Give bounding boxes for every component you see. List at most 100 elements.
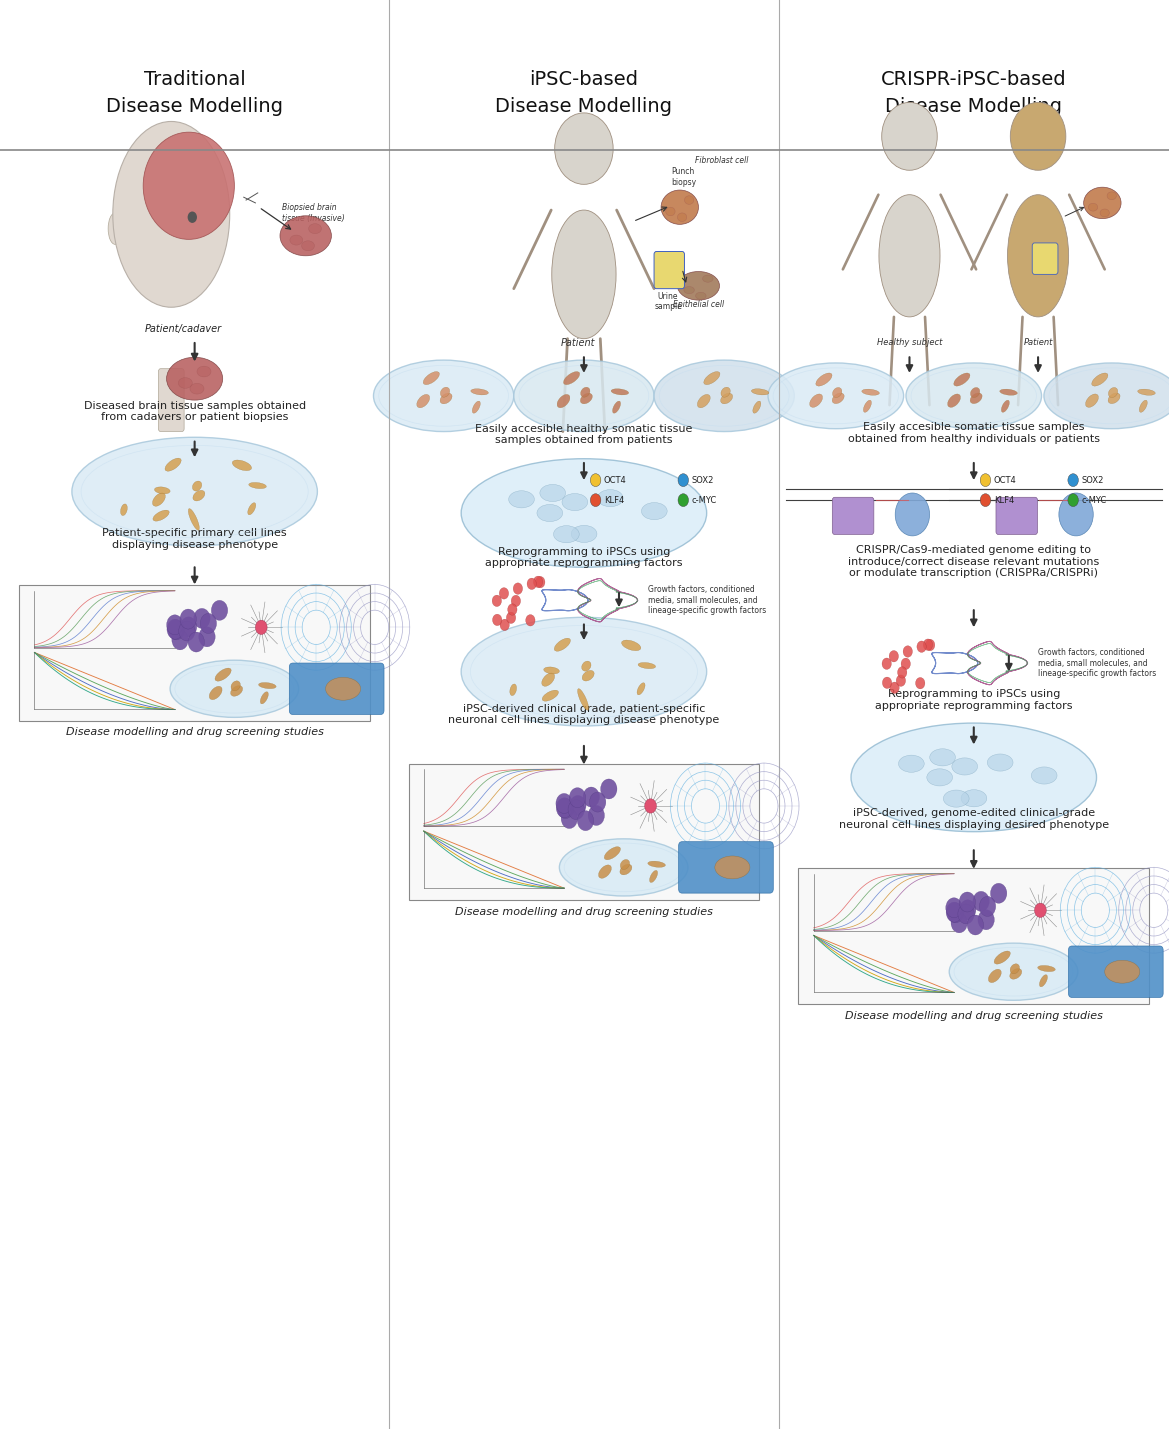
FancyBboxPatch shape xyxy=(678,842,774,893)
Circle shape xyxy=(947,903,963,923)
Circle shape xyxy=(256,620,268,634)
Circle shape xyxy=(187,211,196,223)
Ellipse shape xyxy=(678,272,720,300)
Ellipse shape xyxy=(704,372,720,384)
Circle shape xyxy=(212,600,228,620)
Text: OCT4: OCT4 xyxy=(994,476,1016,484)
Ellipse shape xyxy=(1100,209,1109,217)
Circle shape xyxy=(556,793,573,813)
Circle shape xyxy=(973,892,989,912)
Ellipse shape xyxy=(851,723,1097,832)
Ellipse shape xyxy=(230,686,243,696)
Ellipse shape xyxy=(120,504,127,516)
Ellipse shape xyxy=(597,490,623,507)
Circle shape xyxy=(904,646,913,657)
FancyBboxPatch shape xyxy=(159,369,185,432)
Text: Urine
sample: Urine sample xyxy=(655,292,682,312)
Ellipse shape xyxy=(642,503,667,520)
Ellipse shape xyxy=(988,755,1014,772)
Circle shape xyxy=(492,594,502,606)
Ellipse shape xyxy=(554,639,570,652)
Circle shape xyxy=(957,905,974,925)
Circle shape xyxy=(645,799,657,813)
FancyBboxPatch shape xyxy=(1032,243,1058,274)
Circle shape xyxy=(533,576,542,587)
Text: Patient: Patient xyxy=(1023,339,1053,347)
Circle shape xyxy=(883,657,892,669)
Circle shape xyxy=(881,103,938,170)
Text: Patient-specific primary cell lines
displaying disease phenotype: Patient-specific primary cell lines disp… xyxy=(103,527,286,550)
Circle shape xyxy=(978,910,995,930)
FancyBboxPatch shape xyxy=(832,497,873,534)
Ellipse shape xyxy=(1010,963,1019,973)
Ellipse shape xyxy=(720,393,733,404)
Ellipse shape xyxy=(248,503,256,514)
Circle shape xyxy=(916,642,926,653)
Ellipse shape xyxy=(472,402,480,413)
Circle shape xyxy=(967,915,983,935)
Text: iPSC-based
Disease Modelling: iPSC-based Disease Modelling xyxy=(496,70,672,116)
Text: Punch
biopsy: Punch biopsy xyxy=(671,167,697,187)
Ellipse shape xyxy=(703,274,713,283)
Ellipse shape xyxy=(948,394,961,407)
Circle shape xyxy=(901,659,911,670)
Circle shape xyxy=(194,609,210,629)
Ellipse shape xyxy=(249,483,267,489)
Text: Patient: Patient xyxy=(561,339,595,347)
Ellipse shape xyxy=(563,372,580,384)
Text: Disease modelling and drug screening studies: Disease modelling and drug screening stu… xyxy=(845,1012,1102,1020)
Circle shape xyxy=(946,902,962,922)
Text: Easily accesible healthy somatic tissue
samples obtained from patients: Easily accesible healthy somatic tissue … xyxy=(476,423,692,446)
Ellipse shape xyxy=(961,790,987,807)
Ellipse shape xyxy=(582,670,594,682)
Ellipse shape xyxy=(231,680,241,690)
Ellipse shape xyxy=(599,865,611,879)
Ellipse shape xyxy=(562,493,588,510)
Ellipse shape xyxy=(653,360,794,432)
Ellipse shape xyxy=(1039,975,1047,987)
FancyBboxPatch shape xyxy=(655,252,685,289)
Ellipse shape xyxy=(189,383,205,394)
Ellipse shape xyxy=(650,870,658,883)
Ellipse shape xyxy=(552,210,616,339)
Ellipse shape xyxy=(604,847,621,860)
Circle shape xyxy=(980,474,990,487)
Text: Easily accesible somatic tissue samples
obtained from healthy individuals or pat: Easily accesible somatic tissue samples … xyxy=(848,422,1100,444)
Circle shape xyxy=(168,620,185,640)
Ellipse shape xyxy=(1108,387,1118,397)
Circle shape xyxy=(589,792,606,812)
Circle shape xyxy=(590,474,601,487)
Ellipse shape xyxy=(109,213,123,244)
Ellipse shape xyxy=(988,969,1001,983)
Circle shape xyxy=(960,900,976,920)
Circle shape xyxy=(561,809,577,829)
Circle shape xyxy=(507,604,517,616)
FancyBboxPatch shape xyxy=(289,663,383,714)
Text: Fibroblast cell: Fibroblast cell xyxy=(694,156,748,164)
Text: Disease modelling and drug screening studies: Disease modelling and drug screening stu… xyxy=(455,907,713,916)
Ellipse shape xyxy=(144,133,235,240)
Text: CRISPR/Cas9-mediated genome editing to
introduce/correct disease relevant mutati: CRISPR/Cas9-mediated genome editing to i… xyxy=(849,544,1099,579)
Circle shape xyxy=(890,650,899,662)
Circle shape xyxy=(167,619,184,639)
Ellipse shape xyxy=(862,389,879,396)
Circle shape xyxy=(897,674,906,686)
Text: Healthy subject: Healthy subject xyxy=(877,339,942,347)
Circle shape xyxy=(513,583,523,594)
Circle shape xyxy=(890,682,899,693)
Ellipse shape xyxy=(580,393,593,404)
Ellipse shape xyxy=(752,389,769,394)
Ellipse shape xyxy=(152,493,165,506)
Ellipse shape xyxy=(929,749,955,766)
Circle shape xyxy=(678,474,689,487)
Text: Growth factors, conditioned
media, small molecules, and
lineage-specific growth : Growth factors, conditioned media, small… xyxy=(648,586,767,614)
Ellipse shape xyxy=(1002,400,1009,413)
Text: OCT4: OCT4 xyxy=(603,476,627,484)
Ellipse shape xyxy=(541,673,554,686)
Ellipse shape xyxy=(560,839,687,896)
Circle shape xyxy=(180,617,196,637)
Ellipse shape xyxy=(970,387,980,397)
Ellipse shape xyxy=(423,372,440,384)
Ellipse shape xyxy=(677,213,687,221)
Circle shape xyxy=(577,810,594,830)
